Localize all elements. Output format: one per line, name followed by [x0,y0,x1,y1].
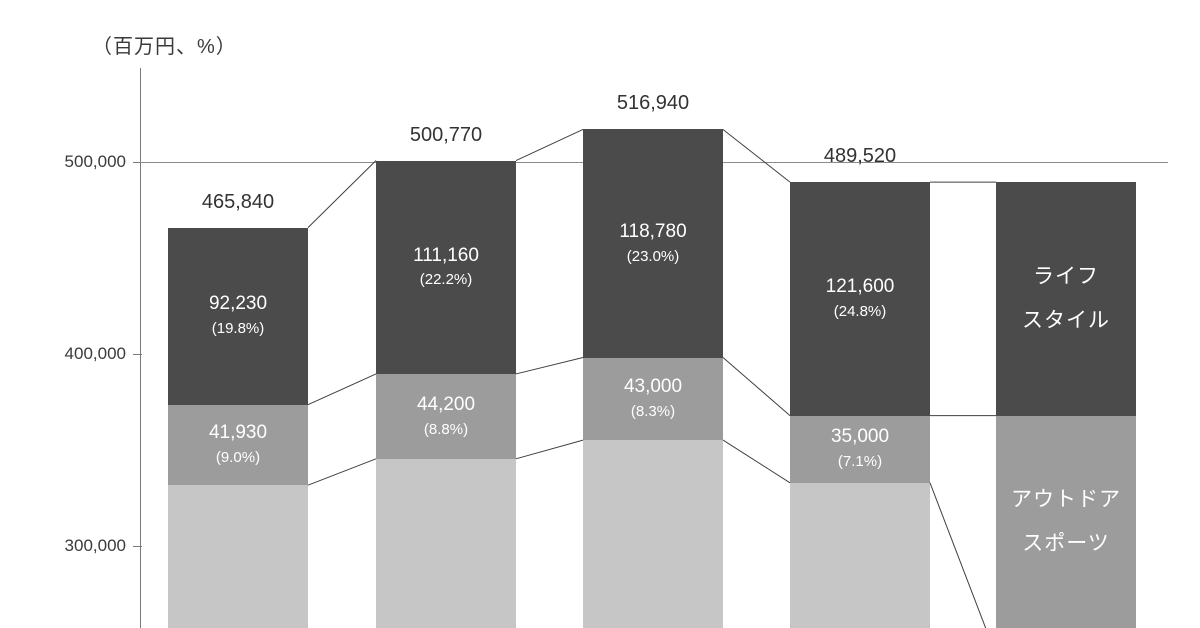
bar-total-label: 489,520 [823,145,897,168]
segment-value-label: 92,230 [208,293,268,315]
bar-total-label: 465,840 [201,190,275,213]
segment-lifestyle: 121,600 (24.8%) [790,182,930,416]
segment-percent-label: (23.0%) [626,247,680,265]
segment-base [376,458,516,628]
segment-value-label: 35,000 [830,426,890,448]
y-axis-tick-label: 300,000 [64,536,126,555]
y-axis-tick-mark [133,354,142,355]
y-axis-tick-mark [133,162,142,163]
segment-value-label: 111,160 [413,244,479,266]
legend-label-line: スポーツ [1022,531,1110,555]
segment-outdoor: 44,200 (8.8%) [376,373,516,459]
segment-outdoor: 35,000 (7.1%) [790,415,930,483]
segment-lifestyle: 118,780 (23.0%) [583,129,723,358]
bar-column-3: 118,780 (23.0%) 43,000 (8.3%) [583,129,723,628]
segment-value-label: 44,200 [416,393,476,415]
segment-percent-label: (22.2%) [419,271,473,289]
y-axis-tick-label: 400,000 [64,344,126,363]
segment-base [790,482,930,628]
segment-percent-label: (8.8%) [423,420,469,438]
bar-total-label: 516,940 [616,92,690,115]
y-axis-unit-label: （百万円、%） [92,36,237,58]
y-axis-tick-mark [133,546,142,547]
bar-column-1: 92,230 (19.8%) 41,930 (9.0%) [168,227,308,628]
segment-value-label: 43,000 [623,376,683,398]
segment-base [583,440,723,628]
y-axis-line [140,68,141,628]
legend-label-line: アウトドア [1011,487,1121,511]
bar-total-label: 500,770 [409,123,483,146]
segment-percent-label: (19.8%) [211,320,265,338]
segment-value-label: 118,780 [619,220,687,242]
bar-column-4: 121,600 (24.8%) 35,000 (7.1%) [790,182,930,628]
segment-value-label: 41,930 [208,422,268,444]
segment-base [168,485,308,628]
legend-label-line: スタイル [1022,308,1110,332]
segment-percent-label: (24.8%) [833,303,887,321]
legend-segment-outdoor: アウトドア スポーツ [996,415,1136,628]
segment-percent-label: (8.3%) [630,402,676,420]
segment-percent-label: (7.1%) [837,453,883,471]
segment-lifestyle: 92,230 (19.8%) [168,227,308,405]
legend-label-line: ライフ [1033,264,1099,288]
bar-column-2: 111,160 (22.2%) 44,200 (8.8%) [376,160,516,628]
y-axis-tick-label: 500,000 [64,152,126,171]
segment-value-label: 121,600 [825,276,895,298]
legend-column: ライフスタイルアウトドアスポーツ [996,182,1136,628]
segment-outdoor: 43,000 (8.3%) [583,357,723,441]
segment-percent-label: (9.0%) [215,449,261,467]
legend-segment-lifestyle: ライフ スタイル [996,182,1136,416]
segment-lifestyle: 111,160 (22.2%) [376,160,516,374]
segment-outdoor: 41,930 (9.0%) [168,404,308,486]
